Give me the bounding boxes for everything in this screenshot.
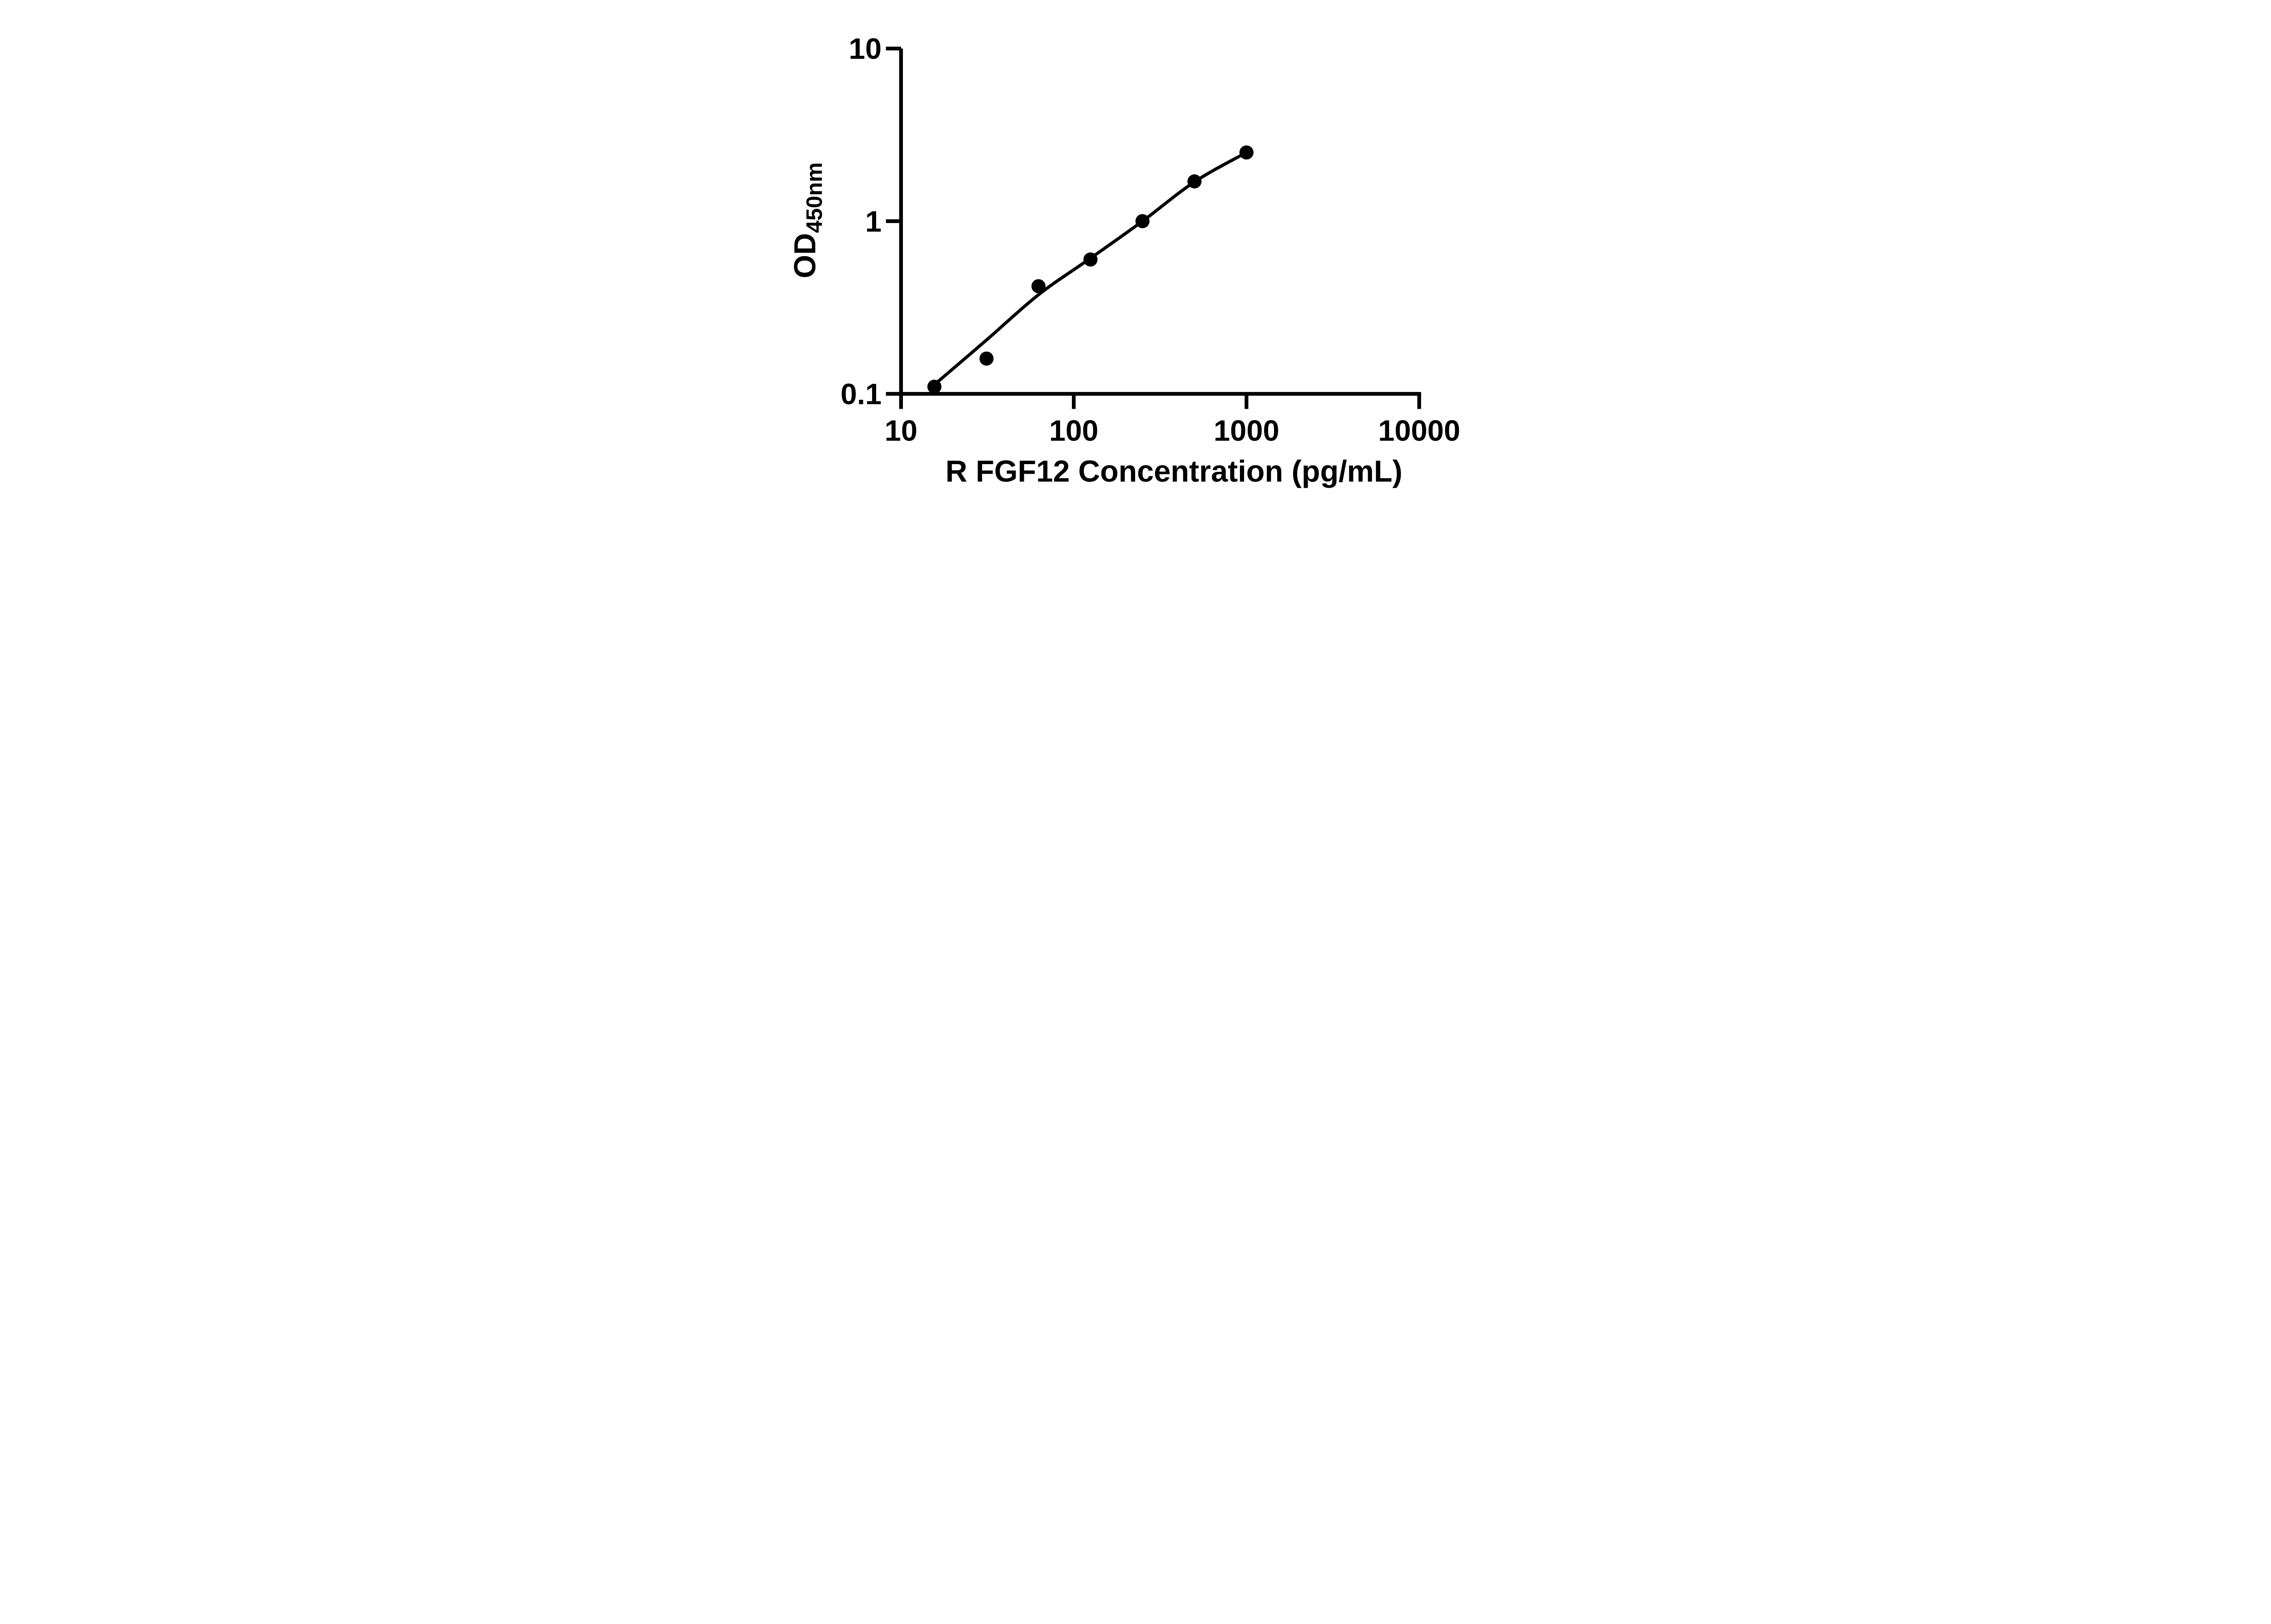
x-tick-label: 10 xyxy=(885,414,917,447)
data-point xyxy=(1135,214,1150,228)
data-point xyxy=(1083,252,1098,267)
data-point xyxy=(1239,145,1254,160)
axes xyxy=(886,46,1421,409)
data-point xyxy=(1187,174,1202,188)
chart-canvas: 10 100 1000 10000 0.1 1 10 R FGF12 Concentrati… xyxy=(772,0,1499,515)
data-point xyxy=(979,352,994,366)
y-axis-title: OD450nm xyxy=(788,162,827,278)
data-points xyxy=(927,145,1254,394)
data-point xyxy=(1031,279,1046,293)
tick-labels: 10 100 1000 10000 0.1 1 10 xyxy=(841,32,1460,447)
y-tick-label: 0.1 xyxy=(841,377,882,411)
data-point xyxy=(927,379,942,394)
elisa-standard-curve-figure: 10 100 1000 10000 0.1 1 10 R FGF12 Concentrati… xyxy=(772,0,1499,515)
y-tick-label: 10 xyxy=(849,32,882,65)
fit-curve-line xyxy=(932,151,1248,386)
x-tick-label: 100 xyxy=(1049,414,1098,447)
x-axis-title: R FGF12 Concentration (pg/mL) xyxy=(946,455,1403,489)
y-axis-title-main: OD xyxy=(788,233,822,278)
y-tick-label: 1 xyxy=(865,205,882,238)
x-tick-label: 1000 xyxy=(1214,414,1279,447)
y-axis-title-subscript: 450nm xyxy=(802,162,827,233)
x-tick-label: 10000 xyxy=(1378,414,1460,447)
